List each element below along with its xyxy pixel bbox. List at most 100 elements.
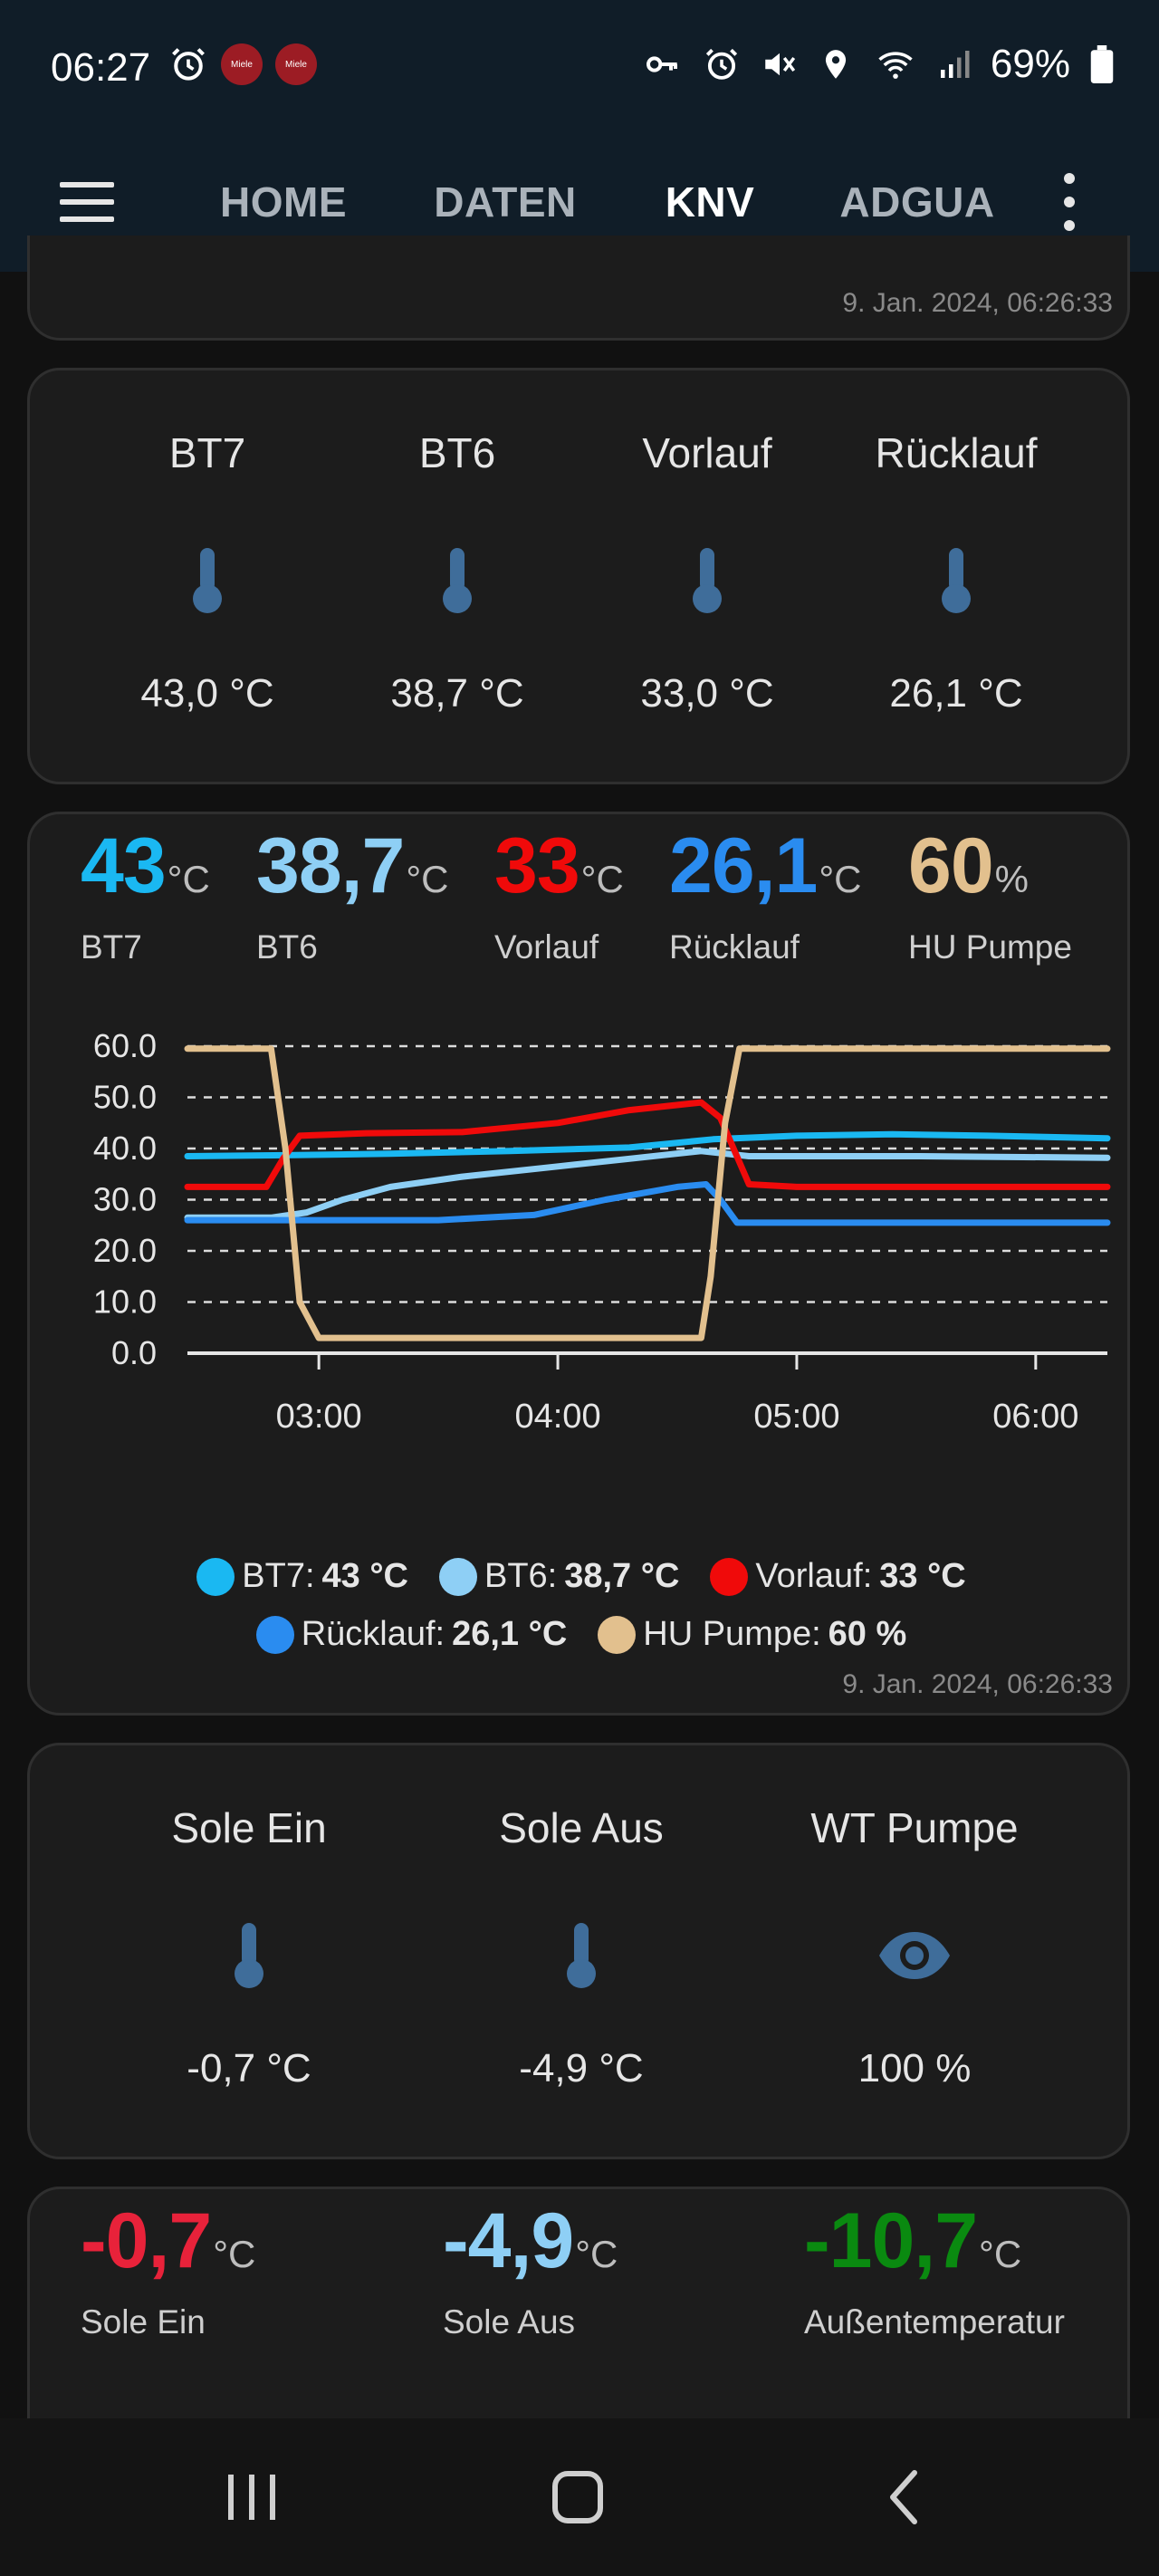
legend-dot — [598, 1615, 637, 1654]
thermometer-icon — [693, 548, 722, 613]
app-badge-text: Miele — [285, 59, 307, 70]
header-label-sole-ein: Sole Ein — [81, 2303, 206, 2341]
tab-adgua[interactable]: ADGUA — [839, 178, 995, 226]
header-number: 33 — [494, 822, 580, 909]
tile-value-vorlauf: 33,0 °C — [640, 671, 774, 716]
header-label-sole-aus: Sole Aus — [443, 2303, 576, 2341]
tab-knv[interactable]: KNV — [665, 178, 755, 226]
status-system-icons: 69% — [641, 42, 1114, 87]
x-tick-label: 03:00 — [276, 1398, 362, 1436]
tile-value-bt7: 43,0 °C — [140, 671, 274, 716]
legend-dot — [438, 1557, 477, 1596]
header-unit: % — [994, 858, 1030, 900]
wifi-icon — [878, 52, 913, 79]
header-label-bt6: BT6 — [256, 928, 318, 966]
header-number: -10,7 — [804, 2197, 978, 2284]
tile-label-sole-aus: Sole Aus — [499, 1804, 664, 1851]
tile-label-ruecklauf: Rücklauf — [875, 429, 1038, 476]
header-number: 43 — [81, 822, 167, 909]
status-time: 06:27 — [51, 45, 151, 90]
tile-label-wt-pumpe: WT Pumpe — [810, 1804, 1019, 1851]
legend-name: BT7: — [242, 1557, 315, 1595]
miele-app-icon: Miele — [275, 43, 317, 85]
alarm-icon — [172, 48, 205, 81]
tile-label-bt6: BT6 — [418, 429, 496, 476]
history-line-chart[interactable]: 60.0 50.0 40.0 30.0 20.0 10.0 0.0 03:00 04:00 05:… — [30, 1032, 1127, 1457]
tile-value-ruecklauf: 26,1 °C — [889, 671, 1023, 716]
header-unit: °C — [580, 858, 624, 900]
tile-value-sole-ein: -0,7 °C — [187, 2046, 311, 2091]
legend-value: 60 % — [828, 1615, 907, 1653]
legend-name: Rücklauf: — [301, 1615, 445, 1653]
status-notification-icons: Miele Miele — [168, 43, 317, 85]
header-value-sole-ein: -0,7°C — [81, 2196, 255, 2286]
signal-icon — [940, 51, 970, 78]
header-unit: °C — [167, 858, 210, 900]
alarm-icon — [705, 48, 738, 80]
legend-item-bt6[interactable]: BT6: 38,7 °C — [438, 1557, 680, 1596]
y-tick-label: 20.0 — [93, 1232, 157, 1269]
header-value-hu-pumpe: 60% — [908, 822, 1029, 911]
card-timestamp: 9. Jan. 2024, 06:26:33 — [842, 288, 1113, 318]
series-line-bt7 — [184, 1130, 1111, 1159]
header-unit: °C — [213, 2233, 256, 2275]
chart-legend-row-2: Rücklauf: 26,1 °C HU Pumpe: 60 % — [30, 1615, 1133, 1654]
system-navigation-bar — [0, 2418, 1159, 2576]
header-value-bt6: 38,7°C — [256, 822, 449, 911]
back-icon[interactable] — [813, 2418, 994, 2576]
more-options-icon[interactable] — [1050, 159, 1088, 245]
hamburger-menu-icon[interactable] — [54, 177, 120, 227]
header-label-bt7: BT7 — [81, 928, 142, 966]
tile-label-vorlauf: Vorlauf — [642, 429, 772, 476]
y-tick-label: 0.0 — [111, 1334, 157, 1371]
y-tick-label: 10.0 — [93, 1283, 157, 1321]
header-number: 38,7 — [256, 822, 405, 909]
legend-value: 43 °C — [321, 1557, 408, 1595]
history-graph-card[interactable]: 43°C 38,7°C 33°C 26,1°C 60% BT7 BT6 Vorl… — [27, 812, 1130, 1716]
header-unit: °C — [575, 2233, 618, 2275]
legend-item-hu-pumpe[interactable]: HU Pumpe: 60 % — [598, 1615, 906, 1654]
legend-item-vorlauf[interactable]: Vorlauf: 33 °C — [710, 1557, 966, 1596]
legend-dot — [196, 1557, 235, 1596]
header-label-hu-pumpe: HU Pumpe — [908, 928, 1072, 966]
header-number: 26,1 — [669, 822, 818, 909]
y-tick-label: 30.0 — [93, 1181, 157, 1218]
legend-name: BT6: — [484, 1557, 558, 1595]
header-value-aussentemperatur: -10,7°C — [804, 2196, 1021, 2286]
y-tick-label: 50.0 — [93, 1079, 157, 1116]
legend-dot — [255, 1615, 294, 1654]
header-value-ruecklauf: 26,1°C — [669, 822, 862, 911]
legend-item-bt7[interactable]: BT7: 43 °C — [196, 1557, 408, 1596]
thermometer-icon — [942, 548, 971, 613]
x-tick-label: 05:00 — [753, 1398, 839, 1436]
x-tick-label: 04:00 — [514, 1398, 600, 1436]
thermometer-icon — [443, 548, 472, 613]
y-tick-label: 40.0 — [93, 1129, 157, 1167]
partial-card-top: 9. Jan. 2024, 06:26:33 — [27, 235, 1130, 341]
header-number: 60 — [908, 822, 994, 909]
tab-daten[interactable]: DATEN — [434, 178, 577, 226]
outdoor-temperature-card[interactable]: -0,7°C -4,9°C -10,7°C Sole Ein Sole Aus … — [27, 2187, 1130, 2458]
temperature-tiles-card: BT7 BT6 Vorlauf Rücklauf 43,0 °C 38,7 °C… — [27, 368, 1130, 784]
legend-value: 26,1 °C — [452, 1615, 568, 1653]
legend-value: 38,7 °C — [564, 1557, 680, 1595]
thermometer-icon — [193, 548, 222, 613]
sole-tiles-card: Sole Ein Sole Aus WT Pumpe -0,7 °C -4,9 … — [27, 1743, 1130, 2159]
header-unit: °C — [979, 2233, 1022, 2275]
miele-app-icon: Miele — [221, 43, 263, 85]
home-icon[interactable] — [487, 2418, 668, 2576]
legend-item-ruecklauf[interactable]: Rücklauf: 26,1 °C — [255, 1615, 568, 1654]
status-bar: 06:27 Miele Miele 69% — [0, 0, 1159, 131]
battery-percent: 69% — [990, 42, 1070, 86]
series-line-r-cklauf — [184, 1181, 1111, 1226]
header-label-vorlauf: Vorlauf — [494, 928, 599, 966]
mute-icon — [765, 53, 796, 76]
thermometer-icon — [235, 1923, 263, 1988]
tile-label-bt7: BT7 — [168, 429, 246, 476]
header-label-ruecklauf: Rücklauf — [669, 928, 800, 966]
recent-apps-icon[interactable] — [161, 2418, 342, 2576]
tile-label-sole-ein: Sole Ein — [171, 1804, 327, 1851]
x-tick-label: 06:00 — [992, 1398, 1078, 1436]
legend-name: HU Pumpe: — [643, 1615, 821, 1653]
tab-home[interactable]: HOME — [220, 178, 347, 226]
